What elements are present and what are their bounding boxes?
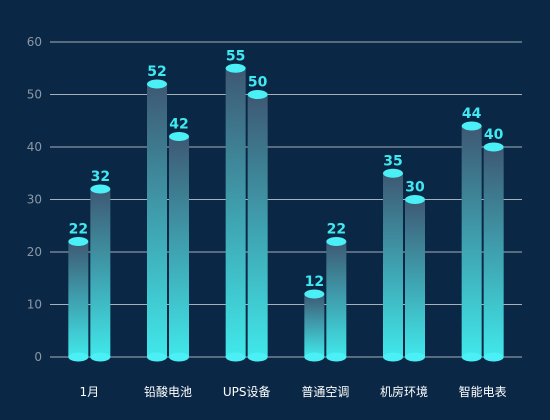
bar-value-label: 52 [147,64,166,80]
x-category-label: 机房环境 [380,384,428,399]
bar-body [383,173,403,357]
x-category-label: 1月 [80,385,100,399]
bar-series-2: 50 [247,75,268,362]
y-tick-label: 20 [27,245,42,259]
bar-top-cap [483,142,504,152]
x-category-label: UPS设备 [223,385,271,399]
bar-top-cap [461,121,482,131]
bar-top-cap [90,184,111,194]
bar-value-label: 30 [405,180,425,196]
bar-series-2: 40 [483,127,504,362]
bar-series-1: 52 [147,64,167,362]
bar-top-cap [169,132,189,141]
bar-series-1: 44 [461,106,482,362]
bar-body [169,136,189,357]
bar-base-cap [326,352,347,362]
bar-series-2: 32 [90,169,111,362]
bar-base-cap [304,352,325,362]
bar-base-cap [405,352,425,362]
bar-value-label: 22 [327,222,346,238]
bar-series-1: 55 [225,48,246,362]
bar-value-label: 44 [462,106,482,122]
bar-base-cap [483,352,504,362]
bar-body [68,241,89,357]
grid-lines [50,41,522,358]
bar-body [147,84,167,357]
bar-base-cap [383,352,403,362]
bar-top-cap [304,289,325,299]
bar-value-label: 12 [305,274,324,290]
y-axis-ticks: 0 10 20 30 40 50 60 [27,35,42,364]
x-axis-labels: 1月 铅酸电池 UPS设备 普通空调 机房环境 智能电表 [80,384,507,399]
bar-body [304,294,325,357]
bar-top-cap [405,195,425,204]
bar-top-cap [247,90,268,99]
bar-base-cap [247,352,268,362]
bar-series-1: 35 [383,153,403,362]
bar-base-cap [169,352,189,362]
bar-top-cap [326,237,347,246]
bar-series-2: 30 [405,180,425,362]
bar-base-cap [461,352,482,362]
bar-series-1: 12 [304,274,325,362]
bar-body [225,68,246,357]
bar-top-cap [383,168,403,178]
bar-base-cap [90,352,111,362]
bar-top-cap [147,79,167,89]
bar-value-label: 32 [91,169,110,185]
bar-value-label: 42 [169,117,188,133]
bar-base-cap [68,352,89,362]
bar-base-cap [225,352,246,362]
bar-body [90,189,111,357]
bar-value-label: 22 [69,222,88,238]
bar-top-cap [225,63,246,73]
bar-base-cap [147,352,167,362]
bar-series-2: 22 [326,222,347,362]
bar-value-label: 35 [383,153,402,169]
bar-body [405,199,425,357]
bar-body [483,147,504,357]
bar-series-2: 42 [169,117,189,362]
y-tick-label: 0 [34,350,42,364]
x-category-label: 智能电表 [459,384,507,399]
y-tick-label: 50 [27,88,42,102]
bar-top-cap [68,237,89,246]
bar-body [247,94,268,357]
y-tick-label: 60 [27,35,42,49]
y-tick-label: 10 [27,298,42,312]
bar-value-label: 50 [248,75,268,91]
bar-value-label: 40 [484,127,504,143]
bar-body [461,126,482,357]
bar-series-1: 22 [68,222,89,362]
bar-body [326,241,347,357]
bar-value-label: 55 [226,48,245,64]
x-category-label: 普通空调 [301,385,349,399]
x-category-label: 铅酸电池 [144,384,192,399]
y-tick-label: 30 [27,193,42,207]
y-tick-label: 40 [27,140,42,154]
